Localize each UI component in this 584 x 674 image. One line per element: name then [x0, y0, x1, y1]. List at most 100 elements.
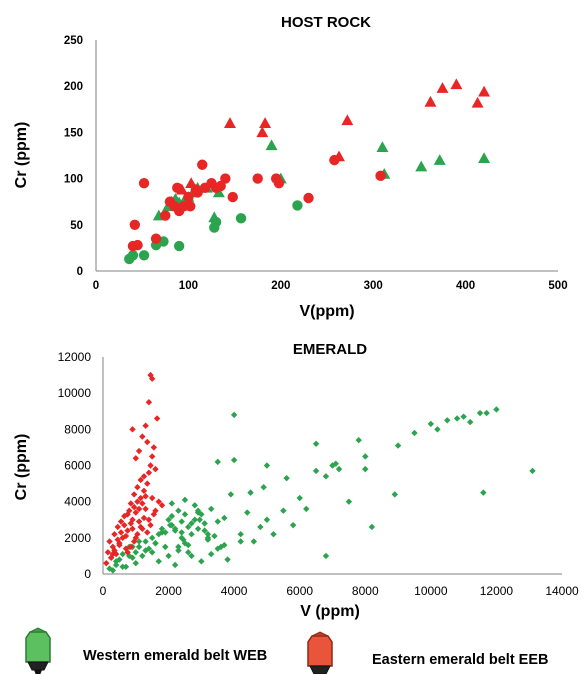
data-point: [362, 453, 369, 460]
data-point: [211, 532, 218, 540]
data-point: [116, 541, 123, 549]
data-point: [185, 523, 192, 531]
x-tick-label: 200: [271, 280, 290, 292]
data-point: [124, 511, 131, 518]
host-rock-x-ticks: 0 100 200 300 400 500: [93, 280, 568, 292]
data-point: [191, 502, 198, 509]
data-point: [107, 554, 115, 561]
y-tick-label: 0: [84, 567, 91, 581]
data-point: [135, 518, 143, 525]
x-tick-label: 500: [548, 280, 567, 292]
data-point: [148, 494, 156, 502]
y-tick-label: 10000: [58, 386, 92, 400]
data-point: [162, 543, 169, 551]
data-point: [198, 558, 205, 565]
data-point: [117, 529, 125, 536]
data-point: [188, 520, 195, 527]
data-point: [150, 444, 158, 451]
data-point: [273, 178, 285, 189]
data-point: [450, 78, 463, 90]
data-point: [391, 491, 398, 498]
green-highlighter-icon: [25, 627, 51, 674]
data-point: [152, 540, 159, 547]
x-tick-label: 4000: [221, 584, 248, 598]
red-highlighter-icon: [307, 631, 333, 674]
y-tick-label: 2000: [64, 531, 91, 545]
data-point: [215, 180, 226, 192]
y-tick-label: 8000: [64, 422, 91, 436]
data-point: [165, 552, 172, 560]
data-point: [140, 473, 148, 480]
legend-western-label: Western emerald belt WEB: [83, 648, 267, 664]
data-point: [204, 536, 212, 543]
data-point: [185, 549, 192, 556]
x-tick-label: 300: [364, 280, 383, 292]
data-point: [153, 415, 161, 422]
x-tick-label: 12000: [480, 584, 514, 598]
data-point: [142, 422, 149, 429]
x-tick-label: 400: [456, 280, 475, 292]
data-point: [312, 440, 320, 447]
data-point: [196, 516, 203, 523]
data-point: [145, 469, 153, 476]
data-point: [529, 467, 536, 475]
y-tick-label: 4000: [64, 495, 91, 509]
data-point: [139, 433, 146, 440]
data-point: [127, 250, 139, 261]
data-point: [138, 178, 150, 189]
data-point: [194, 525, 202, 532]
y-tick-label: 0: [77, 266, 83, 278]
data-point: [112, 550, 120, 558]
data-point: [171, 561, 179, 569]
data-point: [114, 523, 121, 531]
data-point: [119, 563, 126, 570]
data-point: [259, 117, 272, 128]
data-point: [204, 531, 212, 538]
data-point: [188, 552, 195, 560]
data-point: [148, 453, 156, 460]
data-point: [127, 500, 135, 507]
data-point: [227, 491, 235, 498]
data-point: [129, 219, 141, 230]
data-point: [188, 531, 195, 538]
data-point: [132, 549, 139, 556]
data-point: [168, 512, 176, 520]
y-tick-label: 6000: [64, 459, 91, 473]
y-tick-label: 200: [64, 81, 83, 93]
emerald-x-ticks: 0 2000 4000 6000 8000 10000 12000 14000: [100, 584, 579, 598]
data-point: [227, 191, 238, 203]
data-point: [145, 399, 153, 406]
host-rock-chart: HOST ROCK 0 50 100 150 200 250 0 100 200 300 400 5…: [13, 14, 568, 320]
data-point: [137, 523, 144, 531]
data-point: [257, 523, 264, 531]
data-point: [394, 442, 402, 449]
data-point: [375, 170, 386, 182]
host-rock-points: [124, 78, 491, 265]
data-point: [178, 534, 185, 542]
data-point: [220, 173, 231, 184]
data-point: [111, 547, 118, 554]
data-point: [127, 543, 135, 551]
data-point: [265, 139, 278, 151]
legend: Western emerald belt WEB Eastern emerald…: [25, 627, 549, 674]
host-rock-y-axis-label: Cr (ppm): [13, 122, 30, 189]
data-point: [252, 173, 263, 184]
data-point: [436, 82, 449, 93]
data-point: [221, 514, 228, 522]
data-point: [244, 509, 251, 516]
host-rock-x-axis-label: V(ppm): [299, 303, 354, 320]
data-point: [237, 538, 244, 545]
data-point: [137, 476, 144, 484]
data-point: [147, 371, 154, 379]
data-point: [460, 413, 467, 420]
data-point: [250, 538, 258, 545]
data-point: [185, 177, 198, 189]
data-point: [142, 505, 149, 513]
x-tick-label: 14000: [545, 584, 579, 598]
data-point: [433, 154, 446, 165]
data-point: [124, 527, 131, 534]
data-point: [303, 192, 314, 204]
data-point: [368, 523, 376, 531]
data-point: [124, 549, 131, 556]
